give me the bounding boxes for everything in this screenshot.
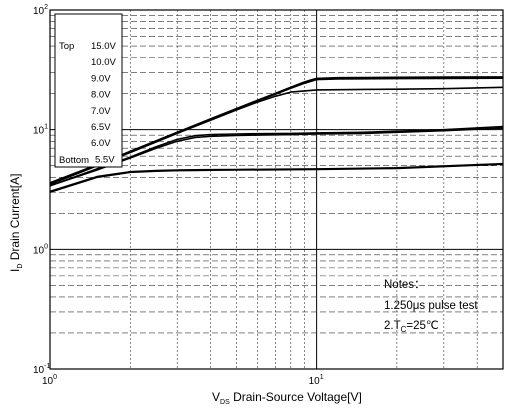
series-line-5 [49, 125, 504, 187]
legend-entry: 15.0V [91, 41, 116, 52]
legend-bottom-label: Bottom [59, 155, 89, 166]
y-tick-base: 10 [33, 6, 45, 17]
series-line-8 [49, 163, 504, 193]
y-tick-label: 100 [33, 243, 48, 256]
y-axis-label-sub: D [17, 264, 24, 269]
plot-frame [49, 9, 504, 370]
legend-entry: 10.0V [91, 57, 116, 68]
notes-temp-sub: C [401, 325, 407, 334]
x-axis-label: VDS Drain-Source Voltage[V] [212, 390, 362, 406]
y-tick-label: 102 [33, 4, 48, 17]
legend-entry: 6.0V [91, 138, 111, 149]
notes-temperature: 2.TC=25℃ [384, 320, 439, 334]
x-axis-label-rest: Drain-Source Voltage[V] [230, 390, 362, 404]
y-tick-exp: -1 [44, 363, 50, 370]
y-tick-label: 101 [33, 124, 48, 137]
legend-entry: 9.0V [91, 73, 111, 84]
y-tick-exp: 0 [44, 243, 48, 250]
series-line-4 [49, 86, 504, 185]
series-lines [49, 76, 504, 193]
y-tick-label: 10-1 [33, 363, 50, 376]
y-tick-base: 10 [33, 245, 45, 256]
y-tick-exp: 2 [44, 4, 48, 11]
x-axis-label-sub: DS [220, 399, 230, 406]
notes-temp-suffix: =25℃ [406, 320, 439, 332]
legend-entry: 5.5V [95, 154, 115, 165]
y-tick-base: 10 [33, 365, 45, 376]
notes-temp-prefix: 2.T [384, 320, 401, 332]
legend-top-label: Top [59, 41, 74, 52]
legend-entries: 15.0V 10.0V 9.0V 8.0V 7.0V 6.5V 6.0V 5.5V [91, 41, 116, 165]
x-axis-label-main: V [212, 390, 220, 404]
legend: Top Bottom 15.0V 10.0V 9.0V 8.0V 7.0V 6.5V 6.0… [54, 13, 123, 168]
x-tick-exp: 1 [320, 374, 324, 381]
x-tick-exp: 0 [53, 374, 57, 381]
notes-title: Notes： [384, 279, 426, 291]
notes-box: Notes： 1.250μs pulse test 2.TC=25℃ [384, 279, 478, 334]
legend-entry: 6.5V [91, 122, 111, 133]
x-tick-label: 101 [309, 374, 324, 387]
y-axis-label-rest: Drain Current[A] [8, 174, 22, 264]
x-tick-labels: 100 101 [42, 374, 324, 387]
y-axis-label: ID Drain Current[A] [8, 174, 24, 272]
y-tick-base: 10 [33, 126, 45, 137]
x-tick-base: 10 [309, 376, 321, 387]
x-tick-label: 100 [42, 374, 57, 387]
legend-entry: 7.0V [91, 106, 111, 117]
legend-box [54, 13, 123, 168]
y-axis-label-main: I [8, 269, 22, 272]
x-tick-base: 10 [42, 376, 54, 387]
legend-entry: 8.0V [91, 90, 111, 101]
y-tick-exp: 1 [44, 124, 48, 131]
series-line-6 [49, 127, 504, 187]
notes-pulse-test: 1.250μs pulse test [384, 300, 478, 312]
